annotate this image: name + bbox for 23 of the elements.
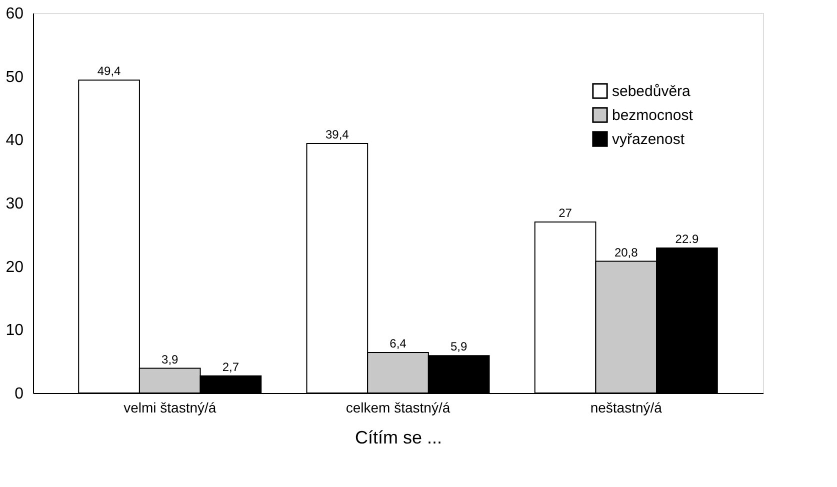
data-label: 49,4 [97, 64, 122, 78]
data-label: 6,4 [390, 336, 407, 350]
y-tick-label: 40 [6, 132, 24, 150]
data-label: 3,9 [162, 352, 179, 366]
legend-label: bezmocnost [612, 107, 694, 124]
y-tick-label: 50 [6, 68, 24, 86]
x-tick-label: neštastný/á [590, 400, 662, 416]
y-tick-label: 30 [6, 196, 24, 212]
x-tick-label: celkem štastný/á [346, 400, 450, 416]
legend-label: sebedůvěra [612, 83, 692, 100]
data-label: 2,7 [222, 360, 240, 374]
data-label: 27 [558, 206, 572, 220]
data-label: 39,4 [325, 127, 350, 142]
data-label: 20,8 [614, 245, 638, 260]
legend-label: vyřazenost [612, 131, 686, 148]
y-tick-label: 20 [6, 258, 24, 276]
x-tick-label: velmi štastný/á [124, 400, 216, 416]
y-tick-label: 10 [6, 322, 24, 340]
data-label: 5,9 [450, 340, 468, 354]
y-tick-label: 60 [6, 6, 24, 22]
data-label: 22.9 [675, 232, 699, 246]
x-axis-title: Cítím se ... [354, 428, 442, 448]
y-tick-label: 0 [14, 386, 24, 402]
